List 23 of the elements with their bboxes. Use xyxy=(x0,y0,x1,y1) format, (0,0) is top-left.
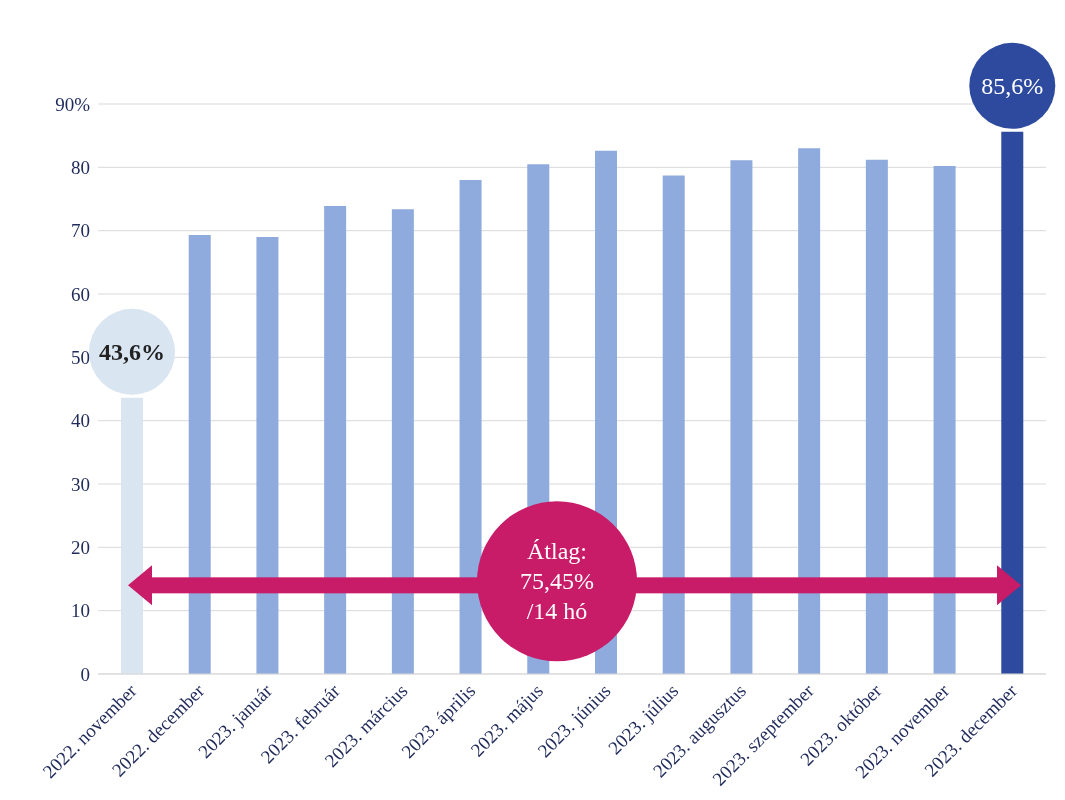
y-tick-label: 30 xyxy=(71,473,90,495)
bar xyxy=(865,159,888,674)
bar xyxy=(188,235,211,674)
y-tick-label: 40 xyxy=(71,410,90,432)
bar xyxy=(662,175,685,674)
bar xyxy=(933,166,956,674)
y-tick-label: 0 xyxy=(80,663,90,685)
y-tick-label: 80 xyxy=(71,157,90,179)
bar xyxy=(256,237,279,674)
bar xyxy=(730,160,753,674)
annotation: Átlag: 75,45% /14 hó xyxy=(520,538,594,625)
y-tick-label: 70 xyxy=(71,220,90,242)
bar xyxy=(798,148,821,674)
bar xyxy=(324,205,347,674)
y-tick-label: 50 xyxy=(71,347,90,369)
data-label: 85,6% xyxy=(981,72,1044,99)
bar xyxy=(459,180,482,674)
y-tick-label: 20 xyxy=(71,537,90,559)
bar xyxy=(391,209,414,674)
y-tick-label: 10 xyxy=(71,600,90,622)
y-tick-label: 60 xyxy=(71,283,90,305)
data-label: 43,6% xyxy=(99,338,165,365)
y-tick-label: 90% xyxy=(55,93,91,115)
